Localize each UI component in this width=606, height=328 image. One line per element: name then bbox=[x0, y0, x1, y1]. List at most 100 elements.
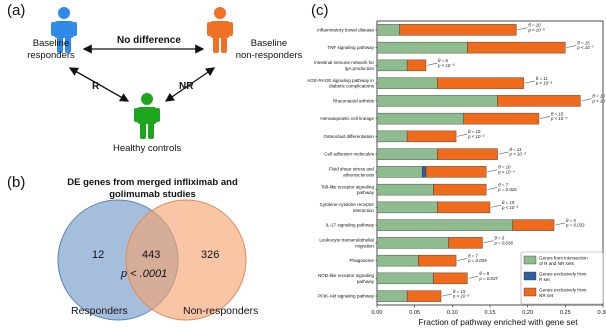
category-label: Leukocyte transendothelial bbox=[319, 238, 374, 243]
healthy-controls-label: Healthy controls bbox=[113, 143, 182, 154]
annotation-theta: θ = 15 bbox=[577, 40, 590, 45]
arrow-right-icon bbox=[483, 240, 494, 244]
r-arrow bbox=[68, 67, 130, 102]
panel-b-label: (b) bbox=[7, 174, 26, 191]
category-label: Cell adhesion molecules bbox=[324, 152, 374, 157]
category-label: Phagosome bbox=[349, 258, 374, 263]
category-label: Hematopoietic cell lineage bbox=[320, 116, 374, 121]
responders-label-line1: Baseline bbox=[32, 38, 70, 49]
bar-intersection bbox=[376, 112, 464, 125]
responders-label: Baseline responders bbox=[20, 38, 82, 62]
arrow-right-icon bbox=[566, 45, 577, 48]
responders-set-label: Responders bbox=[71, 305, 128, 317]
bar-intersection bbox=[376, 166, 423, 178]
venn-title-line1: DE genes from merged infliximab and bbox=[67, 177, 238, 188]
annotation-pvalue: p < 10⁻⁵ bbox=[527, 27, 545, 32]
bar-nr-only bbox=[433, 272, 468, 285]
annotation-theta: θ = 6 bbox=[494, 236, 504, 241]
category-label: pathway bbox=[357, 190, 375, 195]
annotation-pvalue: p = 0.033 bbox=[565, 223, 585, 228]
bar-nr-only bbox=[425, 166, 487, 178]
category-label: Intestinal immune network for bbox=[314, 60, 374, 65]
annotation-theta: θ = 10 bbox=[528, 23, 541, 28]
legend-label: Genes from intersection of R and NR sets bbox=[539, 256, 588, 266]
x-tick-label: 0.25 bbox=[560, 310, 571, 316]
category-label: NOD-like receptor signaling bbox=[318, 273, 375, 278]
panel-a-diagram bbox=[51, 7, 233, 139]
category-label: Rheumatoid arthritis bbox=[333, 98, 375, 103]
category-label: atherosclerosis bbox=[343, 172, 375, 177]
arrow-right-icon bbox=[426, 62, 438, 66]
arrow-right-icon bbox=[524, 80, 535, 84]
arrow-right-icon bbox=[487, 169, 498, 173]
nonresponders-circle bbox=[125, 199, 247, 321]
annotation-theta: θ = 10 bbox=[468, 129, 481, 134]
venn-title: DE genes from merged infliximab and goli… bbox=[45, 177, 260, 201]
bar-nr-only bbox=[418, 254, 457, 267]
annotation-pvalue: p < 10⁻⁷ bbox=[576, 45, 594, 50]
annotation-theta: θ = 11 bbox=[536, 76, 549, 81]
annotation-pvalue: p < 10⁻⁵ bbox=[452, 294, 470, 299]
legend-swatch bbox=[523, 271, 537, 281]
annotation-pvalue: p = 0.026 bbox=[497, 187, 517, 192]
category-label: IL-17 signaling pathway bbox=[326, 223, 375, 228]
category-label: Cytokine-cytokine receptor bbox=[320, 202, 375, 207]
annotation-theta: θ = 5 bbox=[566, 218, 576, 223]
bar-nr-only bbox=[437, 77, 525, 89]
nonresponders-only-count: 326 bbox=[201, 249, 220, 261]
no-difference-label: No difference bbox=[117, 35, 181, 46]
responders-only-count: 12 bbox=[92, 249, 105, 261]
legend-box bbox=[520, 251, 604, 305]
x-tick-label: 0.15 bbox=[485, 310, 496, 316]
x-tick-label: 0.00 bbox=[372, 310, 383, 316]
annotation-theta: θ = 6 bbox=[438, 58, 448, 63]
annotation-theta: θ = 10 bbox=[592, 94, 605, 99]
bar-intersection bbox=[376, 130, 408, 143]
arrow-right-icon bbox=[487, 187, 498, 190]
annotation-theta: θ = 7 bbox=[468, 253, 478, 258]
annotation-theta: θ = 8 bbox=[479, 271, 489, 276]
legend-label: Genes exclusively from NR set bbox=[539, 288, 587, 298]
annotation-pvalue: p = 0.037 bbox=[478, 276, 498, 281]
bar-nr-only bbox=[406, 59, 427, 72]
bar-nr-only bbox=[437, 148, 498, 160]
venn-pvalue: p < .0001 bbox=[121, 268, 168, 280]
arrow-right-icon bbox=[457, 258, 468, 261]
annotation-pvalue: p < 10⁻³ bbox=[467, 134, 485, 139]
bar-intersection bbox=[376, 24, 400, 36]
category-label: TNF signaling pathway bbox=[327, 45, 374, 50]
bar-nr-only bbox=[406, 290, 442, 302]
annotation-theta: θ = 19 bbox=[502, 200, 515, 205]
category-label: interaction bbox=[353, 208, 375, 213]
category-label: pathway bbox=[357, 279, 375, 284]
category-label: Osteoclast differentiation bbox=[324, 134, 375, 139]
category-label: migration bbox=[355, 243, 374, 248]
bar-intersection bbox=[376, 254, 419, 267]
category-label: IgA production bbox=[345, 66, 375, 71]
legend-label: Genes exclusively from R set bbox=[539, 272, 587, 282]
arrow-right-icon bbox=[517, 27, 528, 31]
bar-intersection bbox=[376, 219, 513, 231]
arrow-right-icon bbox=[539, 116, 551, 119]
annotation-pvalue: p < 10⁻³ bbox=[509, 152, 527, 157]
legend-swatch bbox=[523, 287, 537, 297]
annotation-theta: θ = 15 bbox=[453, 289, 466, 294]
annotation-theta: θ = 10 bbox=[498, 165, 511, 170]
annotation-pvalue: p < 10⁻³ bbox=[501, 205, 519, 210]
arrow-right-icon bbox=[457, 133, 468, 137]
bar-intersection bbox=[376, 95, 498, 107]
bar-intersection bbox=[376, 148, 438, 160]
category-label: Toll-like receptor signaling bbox=[321, 184, 374, 189]
category-label: PI3K-Akt signaling pathway bbox=[318, 294, 375, 299]
category-label: Fluid shear stress and bbox=[329, 167, 375, 172]
legend-swatch bbox=[523, 255, 537, 265]
venn-title-line2: golimumab studies bbox=[109, 189, 196, 200]
bar-intersection bbox=[376, 59, 408, 72]
overlap-count: 443 bbox=[142, 249, 161, 261]
arrow-right-icon bbox=[490, 204, 502, 208]
arrow-right-icon bbox=[581, 98, 592, 102]
nonresponder-person-icon bbox=[207, 7, 233, 53]
category-label: AGE-RAGE signaling pathway in bbox=[307, 78, 374, 83]
bar-nr-only bbox=[467, 41, 566, 54]
venn-diagram bbox=[57, 199, 247, 321]
